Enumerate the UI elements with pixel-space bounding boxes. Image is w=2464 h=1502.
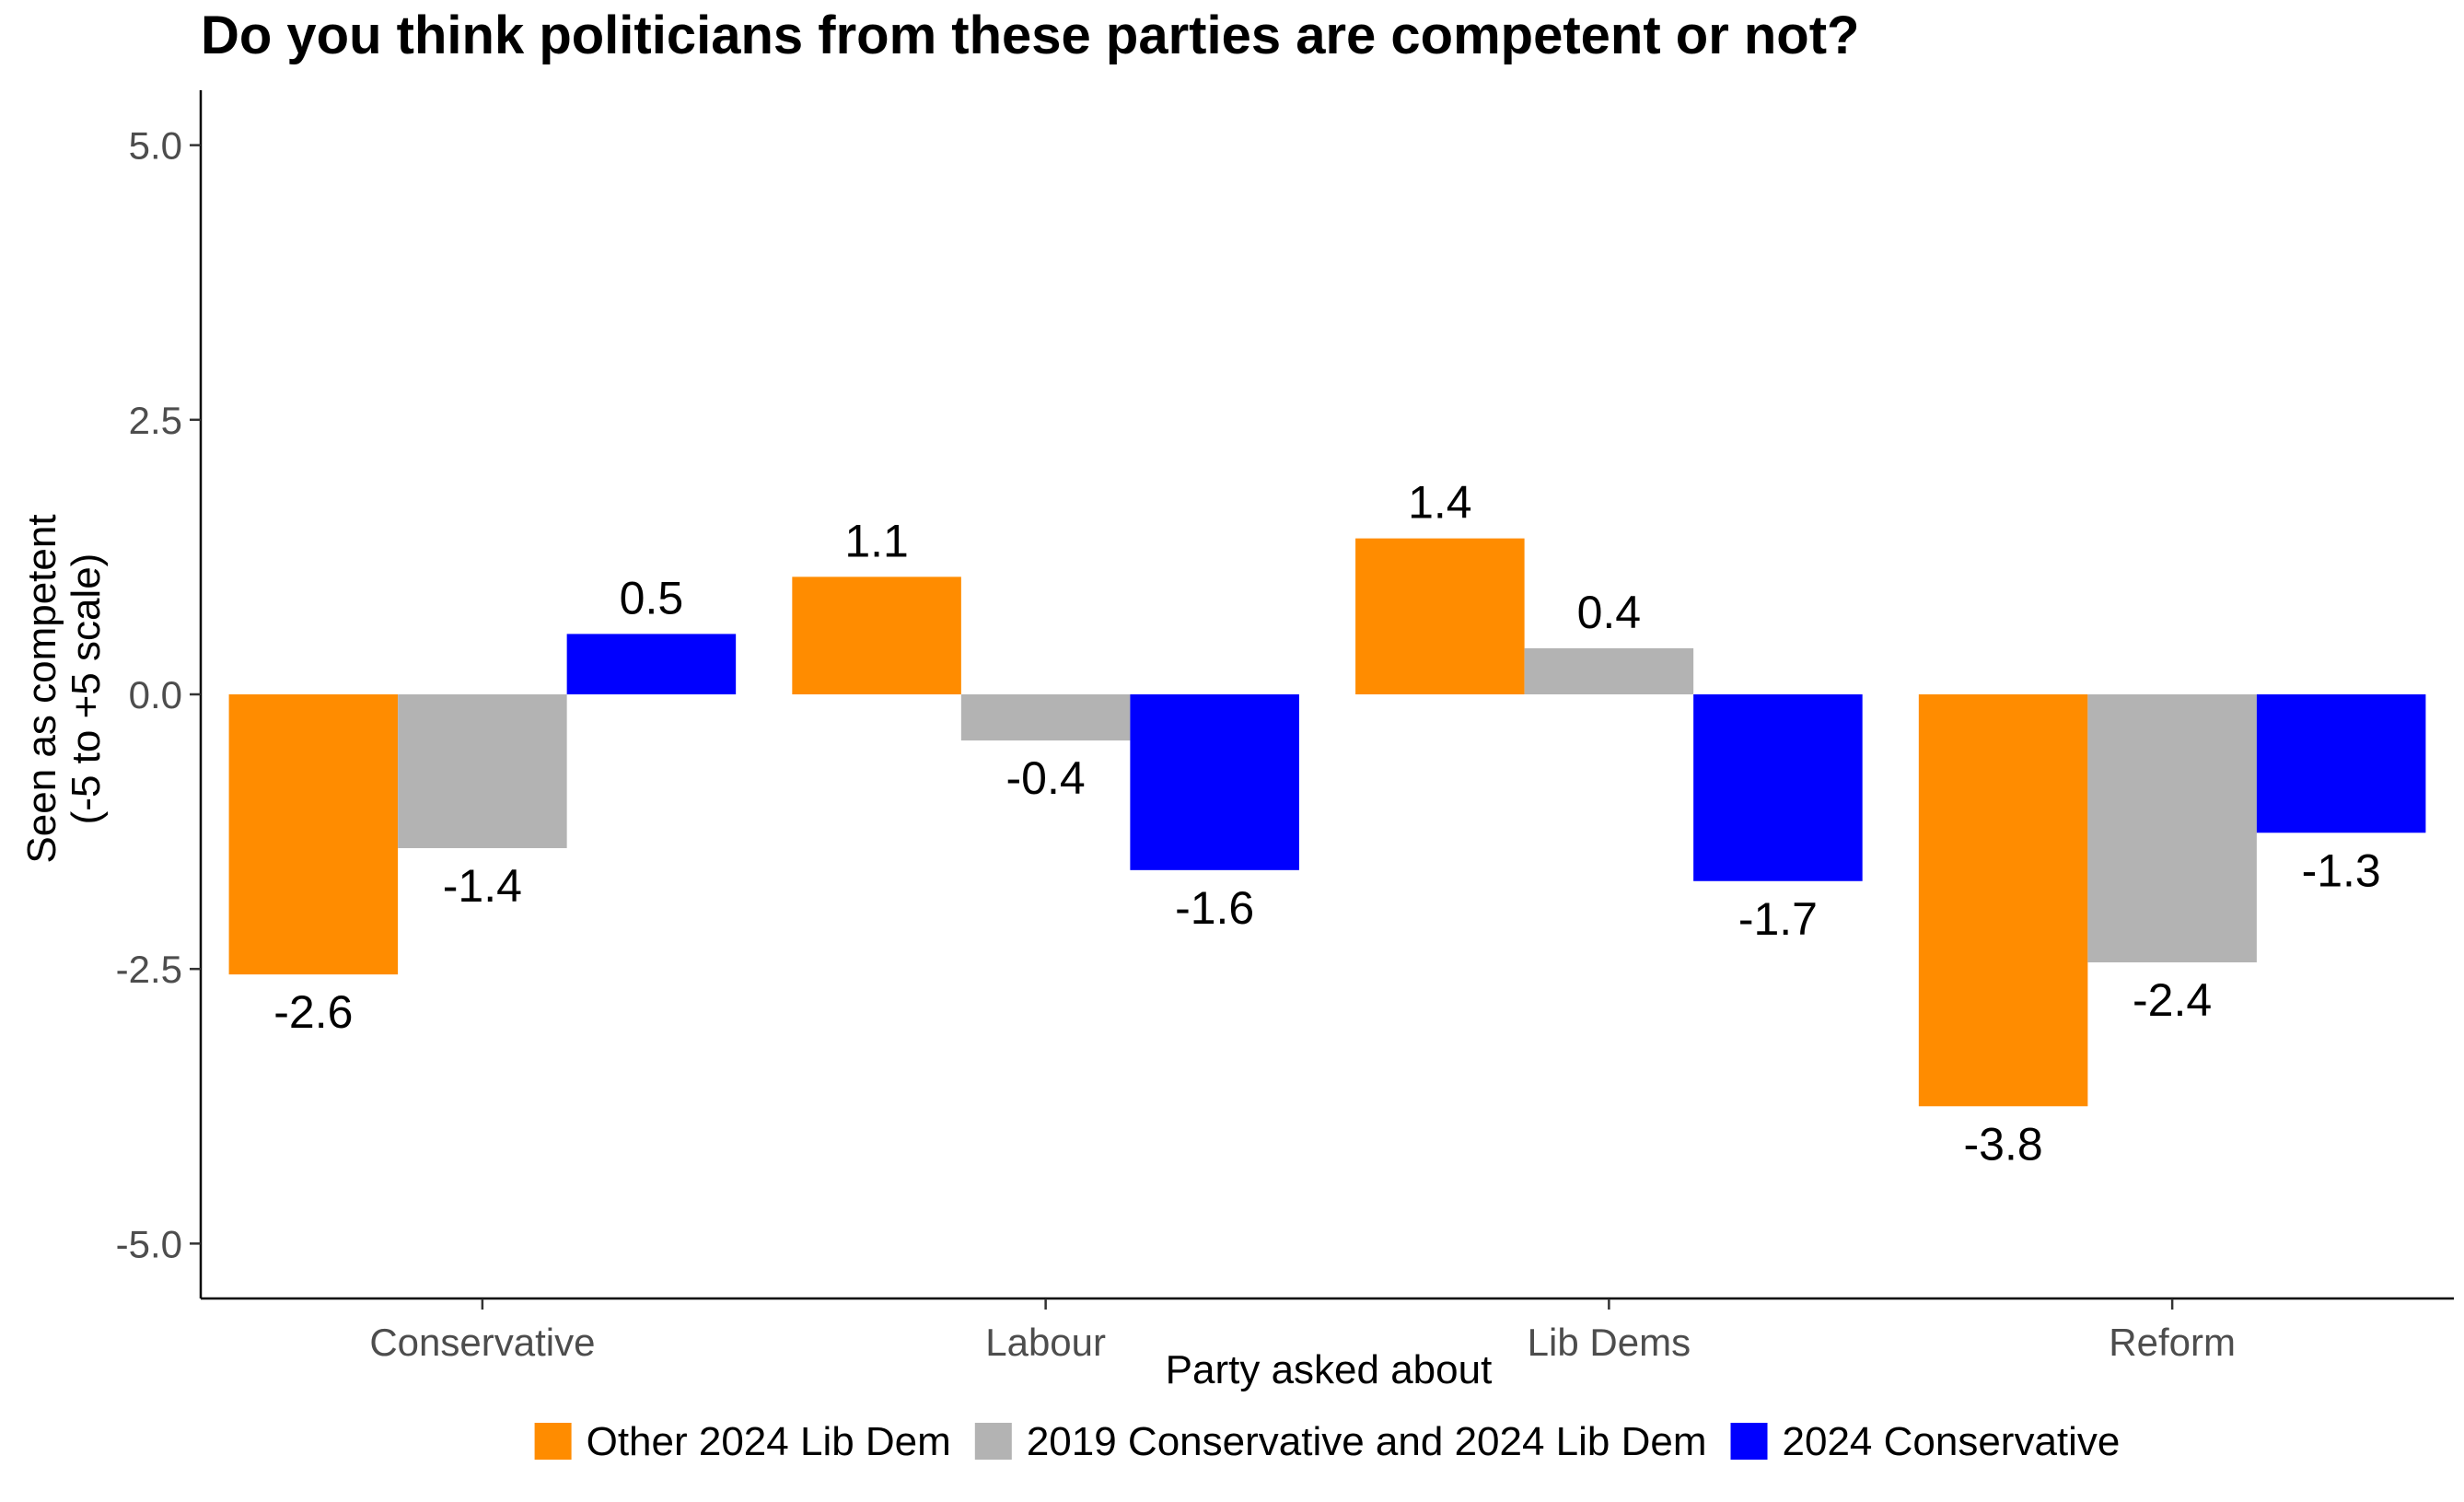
y-axis-title-line-1: Seen as competent (19, 514, 64, 863)
legend: Other 2024 Lib Dem 2019 Conservative and … (534, 1419, 2121, 1464)
x-tick-label: Reform (2109, 1321, 2236, 1364)
y-tick-label: 2.5 (129, 399, 182, 442)
bar (2256, 694, 2426, 833)
y-axis-title-line-2: (-5 to +5 scale) (64, 553, 109, 825)
chart-title: Do you think politicians from these part… (201, 6, 1859, 65)
data-label: 1.4 (1408, 477, 1472, 529)
bar (228, 694, 399, 975)
data-label: -1.6 (1175, 882, 1254, 934)
data-label: 1.1 (844, 515, 909, 566)
bar (566, 634, 737, 694)
y-tick-label: -2.5 (116, 948, 182, 991)
y-tick-label: -5.0 (116, 1222, 182, 1265)
bar (1918, 694, 2088, 1107)
bar (1693, 694, 1863, 881)
legend-label: 2024 Conservative (1783, 1419, 2121, 1464)
x-axis-title: Party asked about (1166, 1347, 1493, 1392)
legend-swatch (1730, 1423, 1768, 1460)
legend-label: Other 2024 Lib Dem (587, 1419, 951, 1464)
data-label: -2.6 (273, 986, 353, 1038)
data-label: 0.4 (1577, 587, 1642, 638)
legend-swatch (534, 1423, 572, 1460)
legend-swatch (974, 1423, 1012, 1460)
data-label: -3.8 (1964, 1118, 2043, 1170)
bar (1524, 647, 1694, 694)
legend-label: 2019 Conservative and 2024 Lib Dem (1027, 1419, 1707, 1464)
data-label: -2.4 (2133, 974, 2212, 1026)
bar (1355, 538, 1525, 694)
legend-item: 2019 Conservative and 2024 Lib Dem (974, 1419, 1707, 1464)
data-label: -1.7 (1738, 893, 1818, 945)
x-tick-label: Labour (985, 1321, 1106, 1364)
plot-area: -5.0 -2.5 0.0 2.5 5.0 Conservative -2.6 -1.4 0.5… (116, 90, 2454, 1364)
bar (792, 576, 961, 694)
data-label: -0.4 (1006, 752, 1086, 804)
bar (1130, 694, 1299, 870)
data-label: 0.5 (620, 572, 684, 623)
x-tick-label: Lib Dems (1528, 1321, 1691, 1364)
bar (2087, 694, 2257, 963)
legend-item: 2024 Conservative (1730, 1419, 2121, 1464)
data-label: -1.4 (443, 860, 522, 912)
bar (398, 694, 567, 848)
y-axis-title: Seen as competent (-5 to +5 scale) (19, 514, 109, 863)
data-label: -1.3 (2302, 844, 2381, 896)
x-tick-label: Conservative (369, 1321, 595, 1364)
legend-item: Other 2024 Lib Dem (534, 1419, 951, 1464)
bar (960, 694, 1131, 741)
y-tick-label: 5.0 (129, 124, 182, 168)
y-tick-label: 0.0 (129, 673, 182, 716)
